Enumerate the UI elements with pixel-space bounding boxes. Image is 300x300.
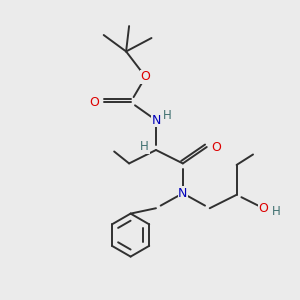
Text: O: O <box>259 202 269 215</box>
Text: H: H <box>140 140 149 153</box>
Text: H: H <box>272 205 280 218</box>
Text: N: N <box>151 114 161 127</box>
Text: O: O <box>211 140 221 154</box>
Text: N: N <box>178 187 188 200</box>
Text: H: H <box>163 109 172 122</box>
Text: O: O <box>89 96 99 109</box>
Text: O: O <box>141 70 151 83</box>
